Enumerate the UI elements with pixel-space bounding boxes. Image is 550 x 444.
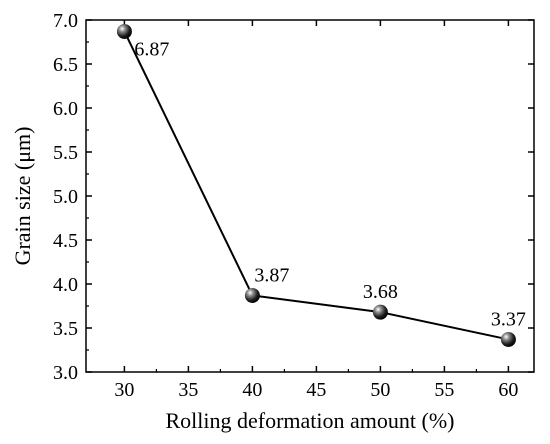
plot-frame xyxy=(85,19,535,373)
x-axis: 30 35 40 45 50 55 60 xyxy=(114,20,518,401)
y-axis: 3.0 3.5 4.0 4.5 5.0 5.5 6.0 6.5 7.0 xyxy=(53,10,534,384)
x-tick-label: 60 xyxy=(498,379,518,401)
y-tick-label: 5.5 xyxy=(53,142,78,164)
y-tick-label: 3.0 xyxy=(53,362,78,384)
data-label: 3.37 xyxy=(491,308,526,330)
y-tick-label: 5.0 xyxy=(53,186,78,208)
series-layer: 6.87 3.87 3.68 3.37 xyxy=(116,23,526,347)
y-tick-label: 6.0 xyxy=(53,98,78,120)
data-label: 3.87 xyxy=(254,264,289,286)
data-point xyxy=(244,287,260,303)
y-tick-label: 7.0 xyxy=(53,10,78,32)
x-tick-label: 45 xyxy=(306,379,326,401)
data-label: 3.68 xyxy=(363,281,398,303)
x-axis-title: Rolling deformation amount (%) xyxy=(166,408,455,433)
x-tick-label: 40 xyxy=(242,379,262,401)
data-point xyxy=(116,23,132,39)
y-tick-label: 4.5 xyxy=(53,230,78,252)
x-tick-label: 55 xyxy=(434,379,454,401)
data-point xyxy=(372,304,388,320)
series-line xyxy=(123,31,509,341)
x-tick-label: 30 xyxy=(114,379,134,401)
x-tick-label: 50 xyxy=(370,379,390,401)
x-tick-label: 35 xyxy=(178,379,198,401)
y-tick-label: 3.5 xyxy=(53,318,78,340)
data-point xyxy=(500,331,516,347)
y-tick-label: 6.5 xyxy=(53,54,78,76)
y-axis-title: Grain size (μm) xyxy=(10,127,35,266)
y-tick-label: 4.0 xyxy=(53,274,78,296)
data-label: 6.87 xyxy=(134,38,169,60)
